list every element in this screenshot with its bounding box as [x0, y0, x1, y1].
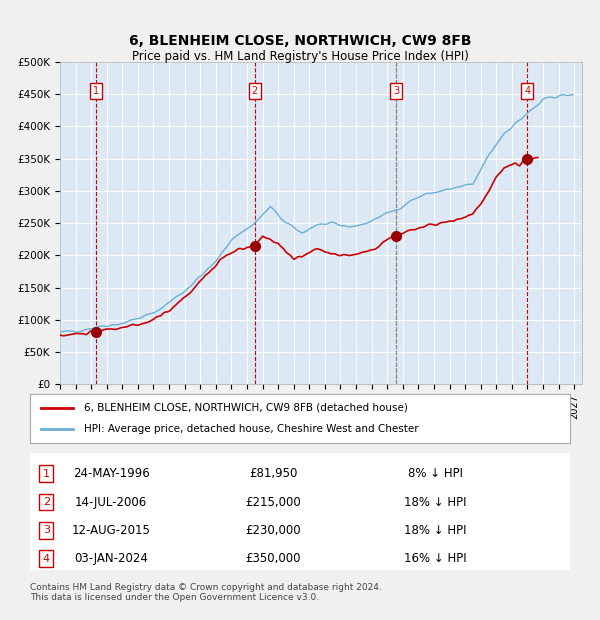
Text: 3: 3 [393, 86, 400, 96]
Text: 12-AUG-2015: 12-AUG-2015 [71, 524, 151, 537]
Text: £350,000: £350,000 [245, 552, 301, 565]
Text: 2: 2 [43, 497, 50, 507]
Text: Contains HM Land Registry data © Crown copyright and database right 2024.
This d: Contains HM Land Registry data © Crown c… [30, 583, 382, 602]
Text: 1: 1 [43, 469, 50, 479]
Text: 3: 3 [43, 525, 50, 535]
Text: £81,950: £81,950 [249, 467, 297, 481]
Text: 4: 4 [43, 554, 50, 564]
Text: £215,000: £215,000 [245, 495, 301, 508]
Text: HPI: Average price, detached house, Cheshire West and Chester: HPI: Average price, detached house, Ches… [84, 425, 419, 435]
Text: 18% ↓ HPI: 18% ↓ HPI [404, 495, 466, 508]
Text: 24-MAY-1996: 24-MAY-1996 [73, 467, 149, 481]
Text: 18% ↓ HPI: 18% ↓ HPI [404, 524, 466, 537]
Text: 14-JUL-2006: 14-JUL-2006 [75, 495, 147, 508]
Text: 6, BLENHEIM CLOSE, NORTHWICH, CW9 8FB (detached house): 6, BLENHEIM CLOSE, NORTHWICH, CW9 8FB (d… [84, 402, 408, 412]
Text: Price paid vs. HM Land Registry's House Price Index (HPI): Price paid vs. HM Land Registry's House … [131, 50, 469, 63]
Text: 6, BLENHEIM CLOSE, NORTHWICH, CW9 8FB: 6, BLENHEIM CLOSE, NORTHWICH, CW9 8FB [129, 34, 471, 48]
Text: 2: 2 [251, 86, 258, 96]
Text: 03-JAN-2024: 03-JAN-2024 [74, 552, 148, 565]
Text: 4: 4 [524, 86, 530, 96]
Text: 16% ↓ HPI: 16% ↓ HPI [404, 552, 466, 565]
Text: 1: 1 [93, 86, 100, 96]
Text: £230,000: £230,000 [245, 524, 301, 537]
Text: 8% ↓ HPI: 8% ↓ HPI [407, 467, 463, 481]
